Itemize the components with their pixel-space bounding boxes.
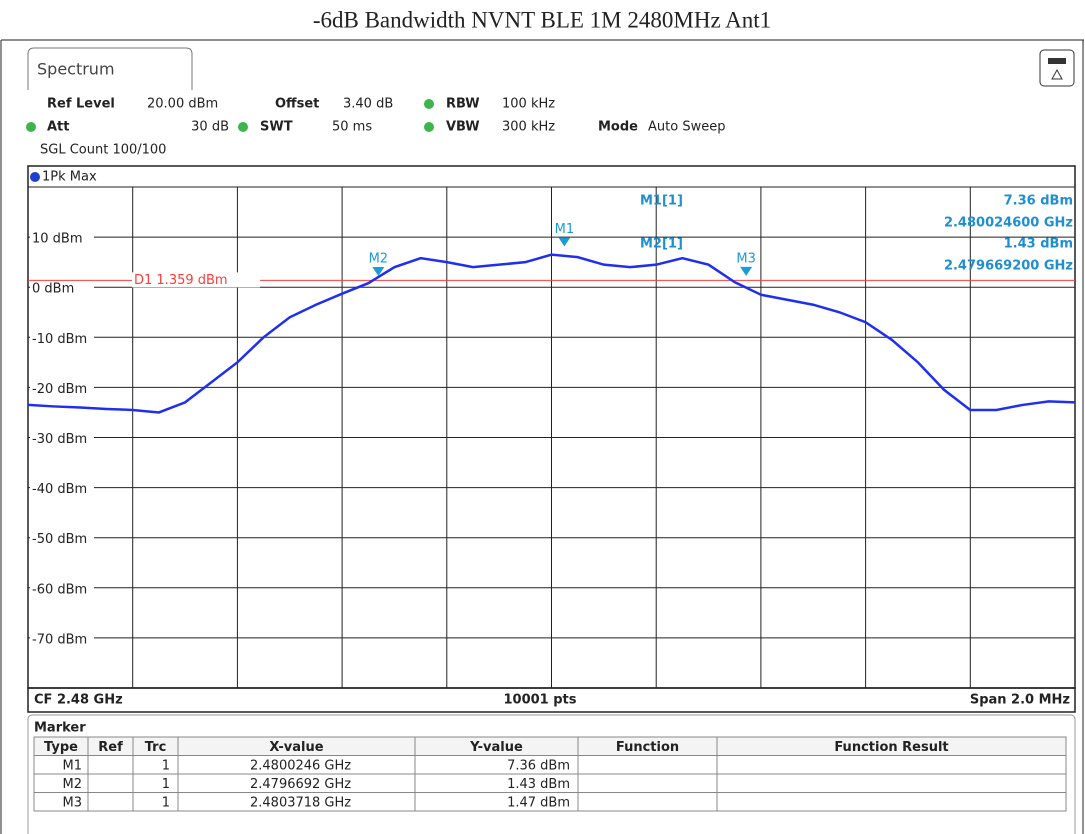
marker <box>740 266 753 276</box>
trace-label: 1Pk Max <box>42 170 97 185</box>
label-bg <box>132 272 260 288</box>
label-bg <box>30 429 94 446</box>
setting-value: 50 ms <box>332 120 372 135</box>
y-tick-label: -50 dBm <box>32 532 87 547</box>
setting-label: SWT <box>260 120 293 135</box>
label-bg <box>30 629 94 646</box>
tab[interactable] <box>27 47 193 90</box>
setting-label: VBW <box>446 120 480 135</box>
marker <box>372 267 385 277</box>
label-bg <box>30 529 94 546</box>
setting-label: RBW <box>446 97 480 112</box>
table-header: Type <box>44 740 78 755</box>
table-cell-text: 7.36 dBm <box>507 758 570 773</box>
sweep-count: SGL Count 100/100 <box>40 143 166 158</box>
table-cell <box>577 792 718 812</box>
table-cell <box>577 755 718 775</box>
table-title: Marker <box>34 721 86 736</box>
table-cell-text: 1.47 dBm <box>507 795 570 810</box>
table-cell <box>577 773 718 793</box>
table-cell-text: 1 <box>162 795 170 810</box>
table-cell <box>716 755 1067 775</box>
table-header: Y-value <box>469 740 523 755</box>
y-tick-label: -70 dBm <box>32 632 87 647</box>
readout-level: 7.36 dBm <box>1004 194 1073 209</box>
span: Span 2.0 MHz <box>970 693 1070 708</box>
table-header: Trc <box>145 740 167 755</box>
tab-label[interactable]: Spectrum <box>37 60 115 79</box>
setting-value: 100 kHz <box>502 97 555 112</box>
table-header: Function Result <box>834 740 948 755</box>
table-cell-text: 1 <box>162 758 170 773</box>
indicator <box>238 122 248 132</box>
icon <box>1048 58 1066 64</box>
marker-label: M1 <box>555 222 575 237</box>
table-cell <box>132 792 179 812</box>
setting-value: 30 dB <box>191 120 229 135</box>
icon[interactable] <box>1039 49 1075 87</box>
table-cell <box>87 792 134 812</box>
table-header: Ref <box>98 740 123 755</box>
marker-label: M3 <box>736 251 756 266</box>
indicator <box>424 99 434 109</box>
y-tick-label: -40 dBm <box>32 482 87 497</box>
setting-label: Att <box>47 120 70 135</box>
marker-label: M2 <box>369 252 389 267</box>
center-freq: CF 2.48 GHz <box>34 693 123 708</box>
label-bg <box>30 579 94 596</box>
readout-freq: 2.480024600 GHz <box>944 216 1073 231</box>
table-cell-text: 2.4803718 GHz <box>250 795 351 810</box>
y-tick-label: -20 dBm <box>32 382 87 397</box>
table-cell <box>87 755 134 775</box>
trace-indicator <box>30 172 40 182</box>
table-cell-text: M1 <box>63 758 83 773</box>
setting-value: Auto Sweep <box>648 120 725 135</box>
table-cell-text: 1.43 dBm <box>507 777 570 792</box>
y-tick-label: -60 dBm <box>32 582 87 597</box>
table-cell <box>132 773 179 793</box>
setting-label: Ref Level <box>47 97 115 112</box>
setting-value: 300 kHz <box>502 120 555 135</box>
points: 10001 pts <box>503 693 576 708</box>
setting-value: 20.00 dBm <box>147 97 218 112</box>
table-header: X-value <box>269 740 323 755</box>
label-bg <box>30 229 94 246</box>
table-cell <box>132 755 179 775</box>
page-title: -6dB Bandwidth NVNT BLE 1M 2480MHz Ant1 <box>313 7 771 32</box>
table-cell-text: 2.4800246 GHz <box>250 758 351 773</box>
readout-freq: 2.479669200 GHz <box>944 259 1073 274</box>
table-header: Function <box>616 740 679 755</box>
icon <box>1051 68 1063 80</box>
table-cell-text: 2.4796692 GHz <box>250 777 351 792</box>
table-cell-text: M2 <box>63 777 83 792</box>
y-tick-label: 10 dBm <box>32 232 83 247</box>
indicator <box>424 122 434 132</box>
table-cell <box>716 792 1067 812</box>
y-tick-label: -30 dBm <box>32 432 87 447</box>
display-line-label: D1 1.359 dBm <box>134 273 228 288</box>
y-tick-label: -10 dBm <box>32 332 87 347</box>
readout-name: M2[1] <box>640 237 683 252</box>
readout-level: 1.43 dBm <box>1004 237 1073 252</box>
label-bg <box>30 479 94 496</box>
table-cell-text: 1 <box>162 777 170 792</box>
setting-label: Mode <box>598 120 638 135</box>
label-bg <box>30 279 94 296</box>
trace <box>27 253 1076 414</box>
table-cell-text: M3 <box>63 795 83 810</box>
label-bg <box>30 329 94 346</box>
marker <box>558 237 571 247</box>
setting-label: Offset <box>275 97 319 112</box>
indicator <box>26 122 36 132</box>
table-cell <box>87 773 134 793</box>
setting-value: 3.40 dB <box>343 97 393 112</box>
y-tick-label: 0 dBm <box>32 282 74 297</box>
readout-name: M1[1] <box>640 194 683 209</box>
table-cell <box>716 773 1067 793</box>
label-bg <box>30 379 94 396</box>
